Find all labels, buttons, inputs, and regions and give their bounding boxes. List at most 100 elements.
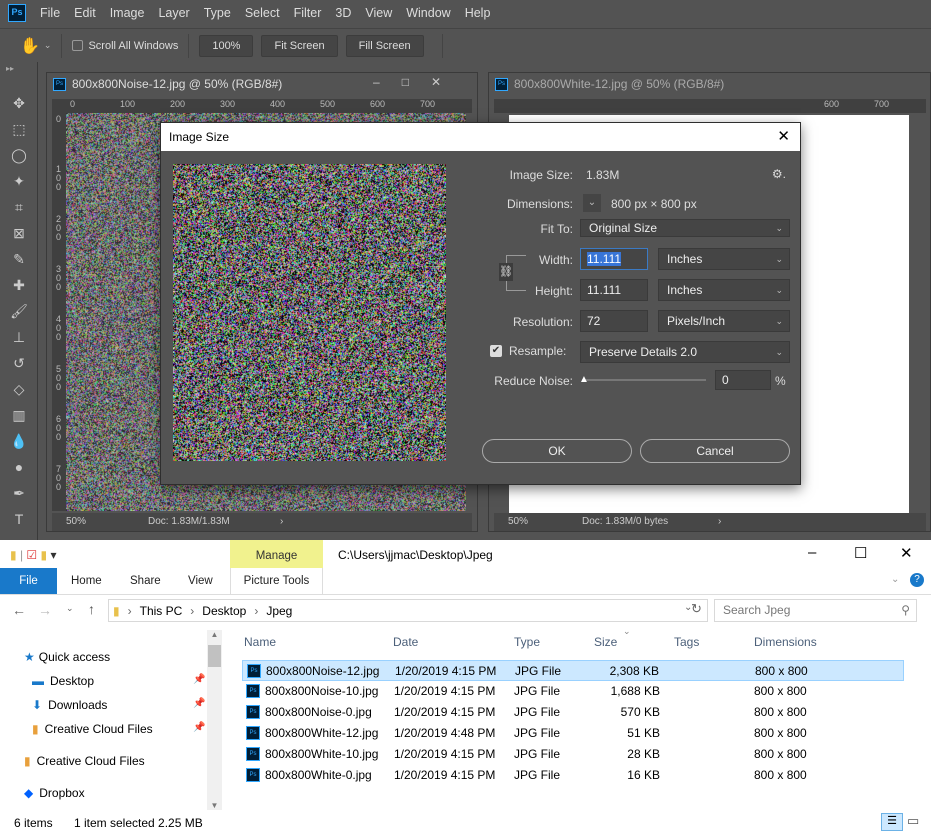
resample-checkbox[interactable]: ✔ bbox=[490, 345, 502, 357]
nav-downloads[interactable]: ⬇ Downloads bbox=[32, 696, 107, 714]
zoom-100-button[interactable]: 100% bbox=[199, 35, 253, 57]
width-unit-select[interactable]: Inches ⌄ bbox=[658, 248, 790, 270]
preview-canvas[interactable] bbox=[173, 164, 446, 461]
magic-wand-icon[interactable]: ✦ bbox=[0, 168, 38, 194]
file-row[interactable]: Ps 800x800White-12.jpg 1/20/2019 4:48 PM… bbox=[242, 723, 904, 744]
gear-icon[interactable]: ⚙. bbox=[772, 167, 786, 181]
nav-dropbox[interactable]: ◆ Dropbox bbox=[24, 784, 85, 802]
resample-select[interactable]: Preserve Details 2.0 ⌄ bbox=[580, 341, 790, 363]
nav-creative-cloud-pinned[interactable]: ▮ Creative Cloud Files bbox=[32, 720, 153, 738]
scroll-all-checkbox[interactable] bbox=[72, 40, 83, 51]
fit-to-select[interactable]: Original Size ⌄ bbox=[580, 219, 790, 237]
move-tool-icon[interactable]: ✥ bbox=[0, 90, 38, 116]
tab-picture-tools[interactable]: Picture Tools bbox=[230, 568, 323, 594]
eyedropper-icon[interactable]: ✎ bbox=[0, 246, 38, 272]
details-view-icon[interactable]: ☰ bbox=[881, 813, 903, 831]
status-arrow-icon[interactable]: › bbox=[280, 513, 283, 531]
help-icon[interactable]: ? bbox=[910, 573, 924, 587]
address-bar[interactable]: ▮ › This PC › Desktop › Jpeg bbox=[108, 599, 708, 622]
menu-edit[interactable]: Edit bbox=[74, 6, 96, 20]
minimize-icon[interactable]: – bbox=[373, 75, 402, 89]
tab-share[interactable]: Share bbox=[130, 568, 161, 594]
menu-type[interactable]: Type bbox=[204, 6, 231, 20]
menu-layer[interactable]: Layer bbox=[158, 6, 189, 20]
fill-screen-button[interactable]: Fill Screen bbox=[346, 35, 424, 57]
menu-filter[interactable]: Filter bbox=[294, 6, 322, 20]
up-icon[interactable]: ↑ bbox=[88, 601, 95, 617]
dodge-tool-icon[interactable]: ● bbox=[0, 454, 38, 480]
nav-scrollbar[interactable]: ▲ ▼ bbox=[207, 630, 222, 810]
forward-icon[interactable]: → bbox=[38, 602, 52, 618]
file-row[interactable]: Ps 800x800Noise-10.jpg 1/20/2019 4:15 PM… bbox=[242, 681, 904, 702]
nav-desktop[interactable]: ▬ Desktop bbox=[32, 672, 94, 690]
collapse-icon[interactable]: ▸▸ bbox=[0, 62, 37, 90]
healing-brush-icon[interactable]: ✚ bbox=[0, 272, 38, 298]
column-dimensions[interactable]: Dimensions bbox=[754, 635, 817, 649]
resolution-unit-select[interactable]: Pixels/Inch ⌄ bbox=[658, 310, 790, 332]
maximize-icon[interactable]: □ bbox=[402, 75, 431, 89]
column-name[interactable]: Name bbox=[244, 635, 276, 649]
column-date[interactable]: Date bbox=[393, 635, 418, 649]
type-tool-icon[interactable]: T bbox=[0, 506, 38, 532]
marquee-tool-icon[interactable]: ⬚ bbox=[0, 116, 38, 142]
tab-file[interactable]: File bbox=[0, 568, 57, 594]
fit-screen-button[interactable]: Fit Screen bbox=[261, 35, 337, 57]
menu-help[interactable]: Help bbox=[465, 6, 491, 20]
minimize-icon[interactable]: – bbox=[808, 544, 816, 561]
tab-home[interactable]: Home bbox=[71, 568, 102, 594]
ok-button[interactable]: OK bbox=[482, 439, 632, 463]
close-icon[interactable]: ✕ bbox=[431, 75, 463, 89]
quick-access-toolbar[interactable]: ▮ | ☑ ▮ ▾ bbox=[10, 548, 56, 562]
back-icon[interactable]: ← bbox=[12, 602, 26, 618]
stamp-tool-icon[interactable]: ⊥ bbox=[0, 324, 38, 350]
nav-creative-cloud[interactable]: ▮ Creative Cloud Files bbox=[24, 752, 145, 770]
tab-view[interactable]: View bbox=[188, 568, 213, 594]
column-tags[interactable]: Tags bbox=[674, 635, 699, 649]
nav-quick-access[interactable]: ★ Quick access bbox=[24, 648, 110, 666]
blur-tool-icon[interactable]: 💧 bbox=[0, 428, 38, 454]
file-row[interactable]: Ps 800x800White-0.jpg 1/20/2019 4:15 PM … bbox=[242, 765, 904, 786]
status-arrow-icon[interactable]: › bbox=[718, 513, 721, 531]
search-input[interactable]: Search Jpeg ⚲ bbox=[714, 599, 917, 622]
dimensions-dropdown[interactable]: ⌄ bbox=[583, 194, 601, 212]
breadcrumb-this-pc[interactable]: This PC bbox=[140, 604, 183, 618]
hand-tool-icon[interactable]: ✋ bbox=[20, 36, 40, 56]
height-input[interactable]: 11.111 bbox=[580, 279, 648, 301]
menu-window[interactable]: Window bbox=[406, 6, 450, 20]
scrollbar-thumb[interactable] bbox=[208, 645, 221, 667]
pin-icon[interactable]: 📌 bbox=[193, 698, 205, 709]
menu-image[interactable]: Image bbox=[110, 6, 145, 20]
reduce-noise-slider[interactable] bbox=[582, 379, 706, 381]
reduce-noise-input[interactable]: 0 bbox=[715, 370, 771, 390]
file-row[interactable]: Ps 800x800White-10.jpg 1/20/2019 4:15 PM… bbox=[242, 744, 904, 765]
pen-tool-icon[interactable]: ✒ bbox=[0, 480, 38, 506]
resolution-input[interactable]: 72 bbox=[580, 310, 648, 332]
breadcrumb-jpeg[interactable]: Jpeg bbox=[266, 604, 292, 618]
file-row[interactable]: Ps 800x800Noise-0.jpg 1/20/2019 4:15 PM … bbox=[242, 702, 904, 723]
maximize-icon[interactable]: ☐ bbox=[854, 544, 867, 562]
brush-tool-icon[interactable]: 🖌 bbox=[0, 298, 38, 324]
gradient-icon[interactable]: ▥ bbox=[0, 402, 38, 428]
slider-handle-icon[interactable]: ▲ bbox=[579, 374, 589, 385]
cancel-button[interactable]: Cancel bbox=[640, 439, 790, 463]
close-icon[interactable]: ✕ bbox=[900, 544, 913, 562]
column-size[interactable]: Size bbox=[594, 635, 617, 649]
eraser-icon[interactable]: ◇ bbox=[0, 376, 38, 402]
height-unit-select[interactable]: Inches ⌄ bbox=[658, 279, 790, 301]
pin-icon[interactable]: 📌 bbox=[193, 722, 205, 733]
pin-icon[interactable]: 📌 bbox=[193, 674, 205, 685]
file-row[interactable]: Ps 800x800Noise-12.jpg 1/20/2019 4:15 PM… bbox=[242, 660, 904, 681]
manage-tab[interactable]: Manage bbox=[230, 540, 323, 568]
menu-view[interactable]: View bbox=[365, 6, 392, 20]
menu-file[interactable]: File bbox=[40, 6, 60, 20]
frame-tool-icon[interactable]: ⊠ bbox=[0, 220, 38, 246]
menu-3d[interactable]: 3D bbox=[335, 6, 351, 20]
close-icon[interactable]: ✕ bbox=[777, 123, 790, 151]
menu-select[interactable]: Select bbox=[245, 6, 280, 20]
expand-ribbon-icon[interactable]: ⌄ bbox=[891, 574, 899, 585]
crop-tool-icon[interactable]: ⌗ bbox=[0, 194, 38, 220]
breadcrumb-desktop[interactable]: Desktop bbox=[202, 604, 246, 618]
refresh-icon[interactable]: ↻ bbox=[691, 601, 702, 617]
column-type[interactable]: Type bbox=[514, 635, 540, 649]
chain-link-icon[interactable]: ⛓ bbox=[499, 263, 513, 281]
